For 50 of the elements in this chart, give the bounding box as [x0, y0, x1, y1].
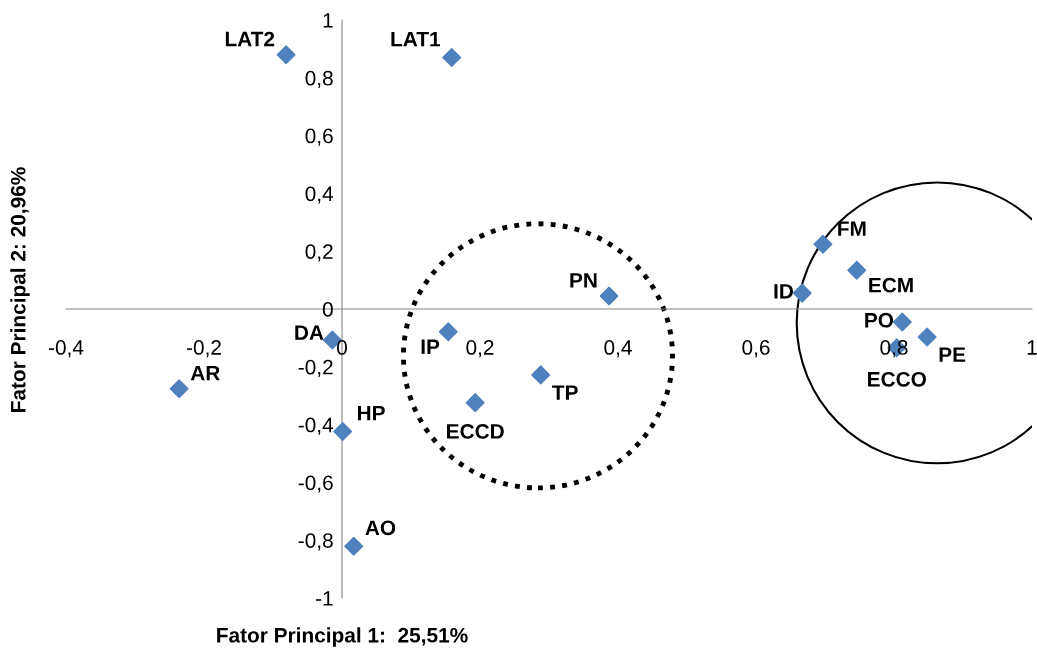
annotation: PE	[939, 347, 966, 362]
annotation: LAT2	[225, 31, 275, 47]
x-tick-label: 0,2	[466, 340, 494, 358]
y-tick-label: -0,4	[298, 417, 334, 435]
annotation: AO	[365, 520, 396, 536]
y-tick-label: 1	[323, 13, 333, 28]
point	[276, 45, 296, 65]
y-tick-label: 0,6	[305, 128, 333, 146]
annotation: ECCD	[447, 424, 504, 439]
annotation: FM	[838, 221, 866, 236]
point	[344, 536, 364, 556]
point	[169, 379, 189, 399]
point	[333, 422, 353, 442]
y-tick-label: -0,2	[298, 359, 333, 378]
x-tick-label: 0	[337, 340, 347, 355]
point	[813, 234, 833, 254]
x-tick-label: 0,4	[604, 340, 632, 358]
annotation: IP	[421, 339, 440, 354]
annotation: PO	[865, 312, 894, 328]
point	[531, 365, 551, 385]
y-tick-label: 0,8	[305, 70, 333, 89]
point	[847, 260, 867, 280]
y-tick-label: -0,8	[298, 533, 333, 551]
y-tick-label: 0,2	[305, 244, 333, 262]
x-tick-label: -0,4	[48, 340, 84, 358]
annotation: ID	[774, 284, 794, 299]
x-tick-label: -0,2	[186, 340, 221, 358]
x-axis-title: Fator Principal 1: 25,51%	[217, 627, 468, 647]
annotation: HP	[357, 405, 385, 421]
annotation: PN	[570, 273, 597, 288]
y-tick-label: 0,4	[305, 186, 334, 204]
point	[438, 322, 458, 342]
point	[917, 327, 937, 347]
annotation: TP	[552, 385, 578, 400]
point	[599, 286, 619, 306]
x-tick-label: 0,6	[742, 340, 770, 358]
point	[465, 393, 485, 413]
point	[442, 48, 462, 68]
annotation: ECCO	[868, 371, 926, 387]
point	[892, 312, 912, 332]
y-axis-title: Fator Principal 2: 20,96%	[10, 167, 30, 412]
y-tick-label: 0	[322, 302, 333, 317]
annotation: LAT1	[391, 31, 441, 47]
x-tick-label: 1	[1027, 340, 1037, 355]
y-tick-label: -0,6	[298, 475, 333, 493]
annotation: ECM	[869, 277, 913, 293]
annotation: AR	[190, 365, 220, 381]
point	[792, 283, 812, 303]
y-tick-label: -1	[316, 591, 333, 606]
annotation: DA	[295, 325, 324, 340]
